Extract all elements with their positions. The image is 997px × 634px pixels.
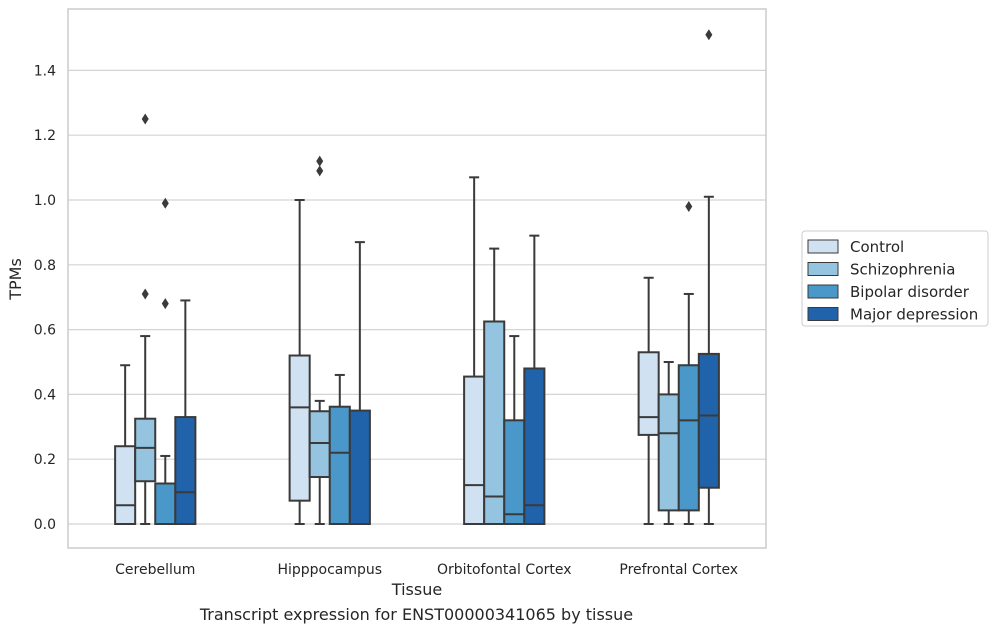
- legend: Control Schizophrenia Bipolar disorder Majo…: [801, 230, 989, 327]
- y-tick-label: 0.0: [34, 517, 56, 533]
- box-iqr: [288, 354, 311, 502]
- legend-label: Control: [850, 238, 904, 256]
- box-major-depression: [523, 234, 546, 526]
- y-tick-label: 0.8: [34, 258, 56, 274]
- box-bipolar-disorder: [154, 197, 177, 525]
- x-axis-label: Tissue: [391, 580, 442, 599]
- box-major-depression: [174, 299, 197, 525]
- box-control: [637, 276, 660, 525]
- figure-caption: Transcript expression for ENST0000034106…: [199, 605, 634, 624]
- y-tick-label: 1.2: [34, 128, 56, 144]
- box-schizophrenia: [134, 113, 157, 525]
- y-axis-label: TPMs: [6, 258, 25, 301]
- y-tick-label: 1.4: [34, 63, 56, 79]
- box-iqr: [348, 409, 371, 526]
- box-major-depression: [348, 241, 371, 526]
- y-tick-label: 0.4: [34, 387, 56, 403]
- box-iqr: [677, 364, 700, 512]
- box-iqr: [134, 417, 157, 483]
- box-schizophrenia: [308, 155, 331, 525]
- outlier-point: [141, 288, 149, 300]
- box-iqr: [523, 367, 546, 526]
- x-axis-ticks: Cerebellum Hipppocampus Orbitofontal Corte…: [115, 562, 738, 578]
- box-bipolar-disorder: [677, 200, 700, 525]
- box-control: [463, 176, 486, 525]
- box-iqr: [308, 410, 331, 479]
- box-iqr: [657, 393, 680, 512]
- box-schizophrenia: [483, 247, 506, 525]
- legend-label: Major depression: [850, 306, 978, 324]
- box-iqr: [154, 482, 177, 525]
- box-control: [114, 364, 137, 525]
- box-iqr: [637, 351, 660, 436]
- box-control: [288, 199, 311, 525]
- x-tick-label: Prefrontal Cortex: [619, 562, 738, 578]
- y-tick-label: 0.2: [34, 452, 56, 468]
- box-bipolar-disorder: [503, 335, 526, 526]
- box-major-depression: [697, 29, 720, 525]
- legend-swatch: [807, 262, 839, 276]
- legend-label: Schizophrenia: [850, 261, 955, 279]
- outlier-point: [316, 165, 324, 177]
- x-tick-label: Cerebellum: [115, 562, 195, 578]
- box-iqr: [483, 320, 506, 525]
- plot-frame: [67, 8, 767, 549]
- outlier-point: [161, 298, 169, 310]
- outlier-point: [685, 200, 693, 212]
- y-tick-label: 1.0: [34, 193, 56, 209]
- y-axis-ticks: 0.0 0.2 0.4 0.6 0.8 1.0 1.2 1.4: [34, 63, 56, 533]
- legend-swatch: [807, 284, 839, 299]
- box-plot-series: [114, 29, 720, 526]
- outlier-point: [141, 113, 149, 125]
- box-bipolar-disorder: [328, 373, 351, 526]
- box-iqr: [328, 405, 351, 526]
- legend-swatch: [807, 307, 839, 321]
- legend-label: Bipolar disorder: [850, 283, 970, 301]
- x-tick-label: Orbitofontal Cortex: [437, 562, 572, 578]
- box-iqr: [503, 419, 526, 526]
- outlier-point: [161, 197, 169, 209]
- box-iqr: [174, 416, 197, 525]
- legend-frame: [801, 230, 989, 327]
- box-iqr: [463, 375, 486, 525]
- outlier-point: [316, 155, 324, 167]
- box-iqr: [697, 352, 720, 489]
- outlier-point: [705, 29, 713, 41]
- legend-swatch: [807, 239, 839, 254]
- box-schizophrenia: [657, 361, 680, 525]
- x-tick-label: Hipppocampus: [277, 562, 382, 578]
- y-tick-label: 0.6: [34, 323, 56, 339]
- box-iqr: [114, 445, 137, 525]
